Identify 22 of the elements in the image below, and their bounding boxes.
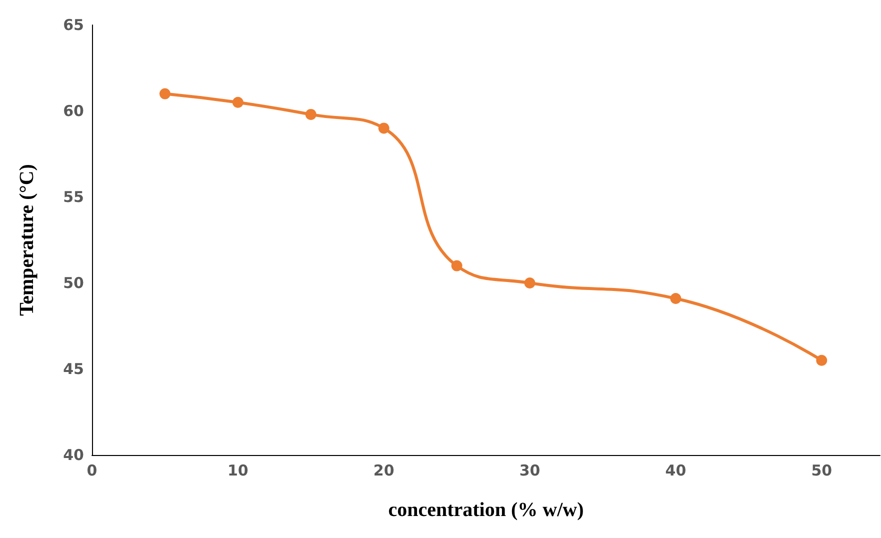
point [451, 260, 462, 272]
point [524, 278, 536, 288]
x-tick-label: 40 [665, 462, 686, 480]
point [159, 88, 170, 100]
x-tick-label: 20 [373, 462, 394, 480]
y-tick-label: 45 [63, 360, 84, 378]
y-tick-label: 50 [63, 274, 84, 292]
y-tick-label: 55 [63, 188, 84, 206]
x-axis-title: concentration (% w/w) [388, 499, 584, 521]
point [232, 96, 244, 108]
point [816, 354, 828, 366]
y-tick-label: 60 [63, 102, 84, 120]
x-tick-label: 30 [519, 462, 540, 480]
point [305, 108, 316, 120]
y-tick-label: 65 [63, 16, 84, 34]
point [378, 122, 390, 134]
x-tick-label: 0 [86, 462, 98, 480]
y-axis-title: Temperature (°C) [16, 164, 38, 316]
x-tick-label: 50 [811, 462, 832, 480]
y-tick-label: 40 [63, 446, 84, 464]
x-tick-label: 10 [227, 462, 248, 480]
point [670, 292, 682, 304]
